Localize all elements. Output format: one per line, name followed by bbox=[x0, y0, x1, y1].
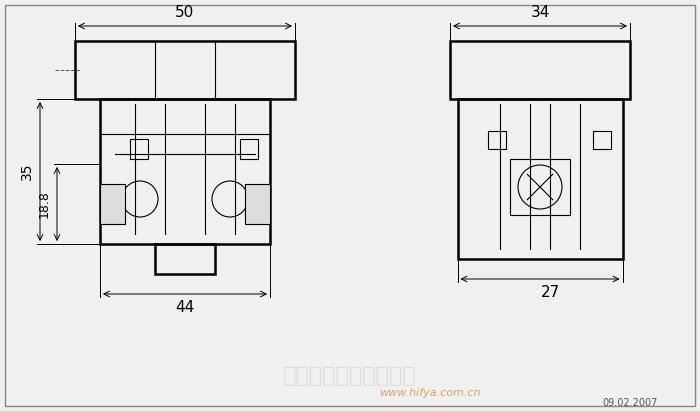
Text: www.hifya.com.cn: www.hifya.com.cn bbox=[379, 388, 481, 398]
Text: 18.8: 18.8 bbox=[38, 190, 51, 218]
Text: 44: 44 bbox=[176, 300, 195, 315]
Text: 27: 27 bbox=[540, 285, 559, 300]
Bar bbox=[75, 41, 295, 99]
Bar bbox=[458, 99, 622, 259]
Bar bbox=[450, 41, 630, 99]
Text: 50: 50 bbox=[176, 5, 195, 20]
Text: 广州铜盛电子有限公司: 广州铜盛电子有限公司 bbox=[283, 366, 417, 386]
Bar bbox=[592, 131, 610, 149]
Bar bbox=[100, 99, 270, 244]
Bar bbox=[510, 159, 570, 215]
Bar bbox=[487, 131, 505, 149]
Text: 09.02.2007: 09.02.2007 bbox=[602, 398, 658, 408]
Text: 34: 34 bbox=[531, 5, 550, 20]
Bar bbox=[100, 184, 125, 224]
Bar bbox=[130, 139, 148, 159]
Bar bbox=[155, 244, 215, 274]
Text: 35: 35 bbox=[20, 163, 34, 180]
Bar bbox=[240, 139, 258, 159]
Bar bbox=[245, 184, 270, 224]
